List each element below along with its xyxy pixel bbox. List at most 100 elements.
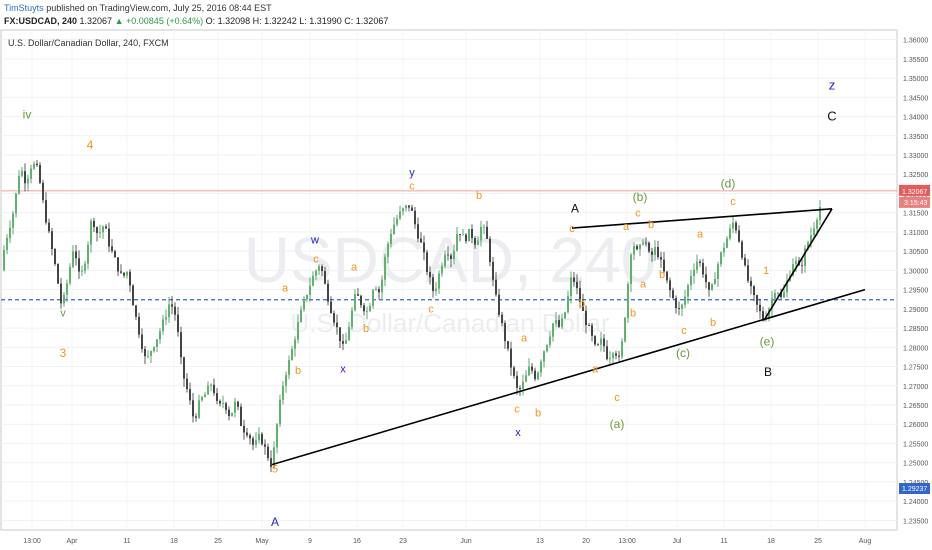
- candle-body: [516, 375, 518, 388]
- candle-body: [639, 244, 641, 250]
- candle-body: [519, 387, 521, 390]
- time-axis[interactable]: 13:00 Apr 11 18 25 May 9 16 23 Jun 13 20 13:00 Jul 11 1…: [23, 538, 871, 545]
- wave-label: b: [476, 190, 482, 202]
- y-tick-label: 1.34500: [903, 95, 928, 102]
- candle-body: [735, 222, 737, 231]
- wave-label: c: [514, 404, 520, 416]
- candle-body: [18, 175, 20, 194]
- candle-body: [246, 432, 248, 436]
- level-box: [899, 483, 930, 494]
- candle-body: [408, 205, 410, 208]
- candle-body: [258, 433, 260, 441]
- candle-body: [501, 314, 503, 323]
- candle-body: [228, 409, 230, 417]
- y-tick-label: 1.29000: [903, 307, 928, 314]
- y-tick-label: 1.32500: [903, 172, 928, 179]
- trendlines[interactable]: [271, 208, 866, 466]
- x-tick-label: 13:00: [618, 538, 636, 545]
- candle-body: [531, 366, 533, 371]
- quote-line: FX:USDCAD, 240 1.32067 ▲ +0.00845 (+0.64…: [4, 16, 388, 26]
- wave-label: (d): [721, 177, 736, 191]
- candle-body: [444, 254, 446, 267]
- candle-body: [477, 240, 479, 245]
- candle-body: [744, 257, 746, 266]
- wave-label: iv: [23, 107, 32, 121]
- x-tick-label: Jul: [673, 538, 682, 545]
- candle-body: [636, 245, 638, 250]
- wave-label: c: [313, 254, 319, 266]
- level-text: 1.29237: [902, 486, 927, 493]
- wave-label: (b): [633, 190, 648, 204]
- wave-label: a: [282, 283, 289, 295]
- candle-body: [633, 245, 635, 255]
- candle-body: [567, 296, 569, 313]
- x-tick-label: 16: [353, 538, 361, 545]
- candle-body: [168, 304, 170, 318]
- candle-body: [243, 425, 245, 433]
- candle-body: [9, 227, 11, 238]
- candle-body: [90, 220, 92, 245]
- candle-body: [57, 263, 59, 284]
- candle-body: [651, 251, 653, 255]
- candle-body: [126, 271, 128, 276]
- candle-body: [225, 403, 227, 410]
- candle-body: [585, 310, 587, 326]
- candle-body: [414, 210, 416, 225]
- candle-body: [681, 304, 683, 310]
- candle-body: [729, 228, 731, 239]
- y-tick-label: 1.31000: [903, 230, 928, 237]
- candle-body: [93, 220, 95, 228]
- candle-body: [630, 254, 632, 285]
- publish-text: published on TradingView.com, July 25, 2…: [46, 3, 272, 13]
- candle-body: [12, 213, 14, 228]
- candle-body: [69, 266, 71, 284]
- candle-body: [96, 227, 98, 234]
- candle-body: [213, 384, 215, 394]
- candle-body: [339, 327, 341, 342]
- wave-label: b: [535, 408, 541, 420]
- candle-body: [792, 264, 794, 276]
- candle-body: [783, 292, 785, 298]
- candle-body: [429, 272, 431, 278]
- y-tick-label: 1.35000: [903, 76, 928, 83]
- candle-body: [180, 332, 182, 358]
- author-link[interactable]: TimStuyts: [4, 3, 44, 13]
- candle-body: [309, 285, 311, 295]
- candle-body: [513, 367, 515, 376]
- candle-body: [6, 237, 8, 250]
- candle-body: [441, 266, 443, 274]
- candle-body: [591, 325, 593, 336]
- candle-body: [129, 271, 131, 286]
- candle-body: [723, 247, 725, 253]
- candle-body: [420, 238, 422, 243]
- y-tick-label: 1.28000: [903, 345, 928, 352]
- candle-body: [507, 341, 509, 349]
- candle-body: [456, 234, 458, 251]
- watermark-symbol: USDCAD, 240: [244, 224, 657, 296]
- candle-body: [102, 226, 104, 233]
- candle-body: [162, 319, 164, 332]
- candle-body: [303, 299, 305, 310]
- trendline: [763, 208, 833, 321]
- candle-body: [813, 228, 815, 236]
- countdown-badge: 3:15:43: [899, 196, 930, 208]
- candle-body: [252, 438, 254, 445]
- candle-body: [240, 406, 242, 426]
- y-tick-label: 1.27000: [903, 384, 928, 391]
- wave-label: 4: [87, 138, 94, 152]
- candle-body: [138, 316, 140, 335]
- candle-body: [363, 305, 365, 312]
- y-tick-label: 1.27500: [903, 365, 928, 372]
- y-tick-label: 1.30000: [903, 268, 928, 275]
- candle-body: [81, 270, 83, 272]
- wave-label: c: [730, 196, 736, 208]
- candle-body: [144, 348, 146, 357]
- candle-body: [405, 205, 407, 209]
- price-axis[interactable]: 1.36000 1.35500 1.35000 1.34500 1.34000 1.335…: [899, 38, 930, 526]
- x-tick-label: 25: [814, 538, 822, 545]
- y-tick-label: 1.29500: [903, 288, 928, 295]
- candle-body: [156, 339, 158, 347]
- candle-body: [564, 312, 566, 319]
- candle-body: [237, 401, 239, 407]
